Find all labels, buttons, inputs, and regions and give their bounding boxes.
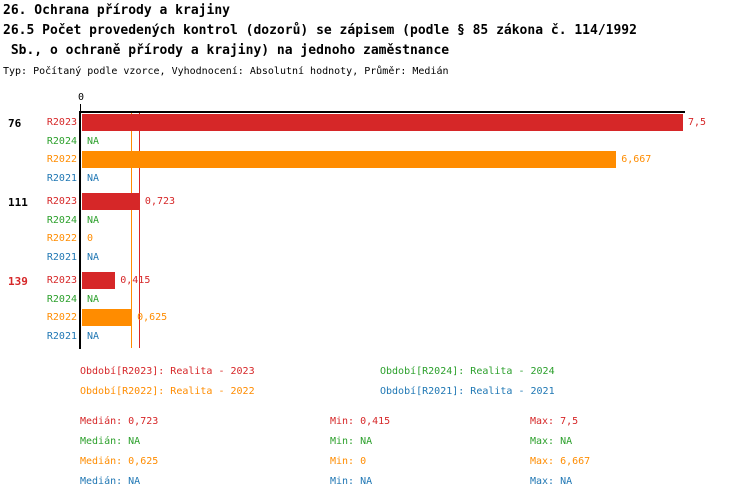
bar-row: 0,723 — [82, 193, 175, 210]
bar — [82, 193, 140, 210]
series-label: R2021 — [46, 173, 77, 184]
stat-min-r2021: Min: NA — [330, 476, 373, 487]
bar-value-label: 7,5 — [687, 117, 707, 128]
x-axis-tick-label-0: 0 — [77, 92, 85, 103]
indicator-title-line2: Sb., o ochraně přírody a krajiny) na jed… — [3, 43, 450, 58]
indicator-title-line1: 26.5 Počet provedených kontrol (dozorů) … — [3, 23, 637, 38]
series-label: R2021 — [46, 331, 77, 342]
stat-median-r2021: Medián: NA — [80, 476, 141, 487]
indicator-meta: Typ: Počítaný podle vzorce, Vyhodnocení:… — [3, 66, 449, 77]
bar-value-label: NA — [87, 294, 100, 305]
bar — [82, 272, 116, 289]
bar-value-label: 0,625 — [137, 312, 168, 323]
bar-row: NA — [82, 291, 99, 308]
series-label: R2022 — [46, 233, 77, 244]
bar — [82, 309, 133, 326]
bar-value-label: NA — [87, 252, 100, 263]
bar-value-label: NA — [87, 136, 100, 147]
bar-value-label: NA — [87, 331, 100, 342]
x-axis-tick-mark — [80, 104, 81, 111]
series-label: R2022 — [46, 312, 77, 323]
stat-max-r2023: Max: 7,5 — [530, 416, 579, 427]
group-label: 111 — [8, 196, 28, 209]
report-section-title: 26. Ochrana přírody a krajiny — [3, 3, 230, 18]
stat-median-r2023: Medián: 0,723 — [80, 416, 159, 427]
stat-max-r2024: Max: NA — [530, 436, 573, 447]
stat-min-r2024: Min: NA — [330, 436, 373, 447]
bar-row: 0 — [82, 230, 93, 247]
x-axis-line — [81, 111, 685, 113]
stat-min-r2023: Min: 0,415 — [330, 416, 391, 427]
bar-value-label: 0,415 — [120, 275, 151, 286]
bar — [82, 151, 617, 168]
legend-item-r2021: Období[R2021]: Realita - 2021 — [380, 386, 555, 397]
series-label: R2023 — [46, 196, 77, 207]
stat-max-r2022: Max: 6,667 — [530, 456, 591, 467]
series-label: R2024 — [46, 294, 77, 305]
bar-value-label: 0 — [87, 233, 94, 244]
stat-median-r2022: Medián: 0,625 — [80, 456, 159, 467]
legend-item-r2024: Období[R2024]: Realita - 2024 — [380, 366, 555, 377]
bar-row: 0,415 — [82, 272, 150, 289]
series-label: R2023 — [46, 275, 77, 286]
bar-row: 7,5 — [82, 114, 706, 131]
bar-value-label: 6,667 — [621, 154, 652, 165]
bar-row: 6,667 — [82, 151, 651, 168]
bar-row: NA — [82, 249, 99, 266]
bar-row: 0,625 — [82, 309, 167, 326]
y-axis-line — [79, 111, 81, 349]
series-label: R2024 — [46, 136, 77, 147]
series-label: R2022 — [46, 154, 77, 165]
bar-value-label: NA — [87, 215, 100, 226]
legend-item-r2022: Období[R2022]: Realita - 2022 — [80, 386, 255, 397]
series-label: R2021 — [46, 252, 77, 263]
group-label: 76 — [8, 117, 22, 130]
bar-row: NA — [82, 133, 99, 150]
bar-row: NA — [82, 212, 99, 229]
bar-row: NA — [82, 170, 99, 187]
bar-value-label: NA — [87, 173, 100, 184]
series-label: R2023 — [46, 117, 77, 128]
median-line-r2022 — [131, 113, 132, 348]
stat-median-r2024: Medián: NA — [80, 436, 141, 447]
legend-item-r2023: Období[R2023]: Realita - 2023 — [80, 366, 255, 377]
median-line-r2023 — [139, 113, 140, 348]
stat-min-r2022: Min: 0 — [330, 456, 367, 467]
bar-row: NA — [82, 328, 99, 345]
group-label-highlighted: 139 — [8, 275, 28, 288]
series-label: R2024 — [46, 215, 77, 226]
stat-max-r2021: Max: NA — [530, 476, 573, 487]
bar — [82, 114, 683, 131]
bar-value-label: 0,723 — [144, 196, 176, 207]
